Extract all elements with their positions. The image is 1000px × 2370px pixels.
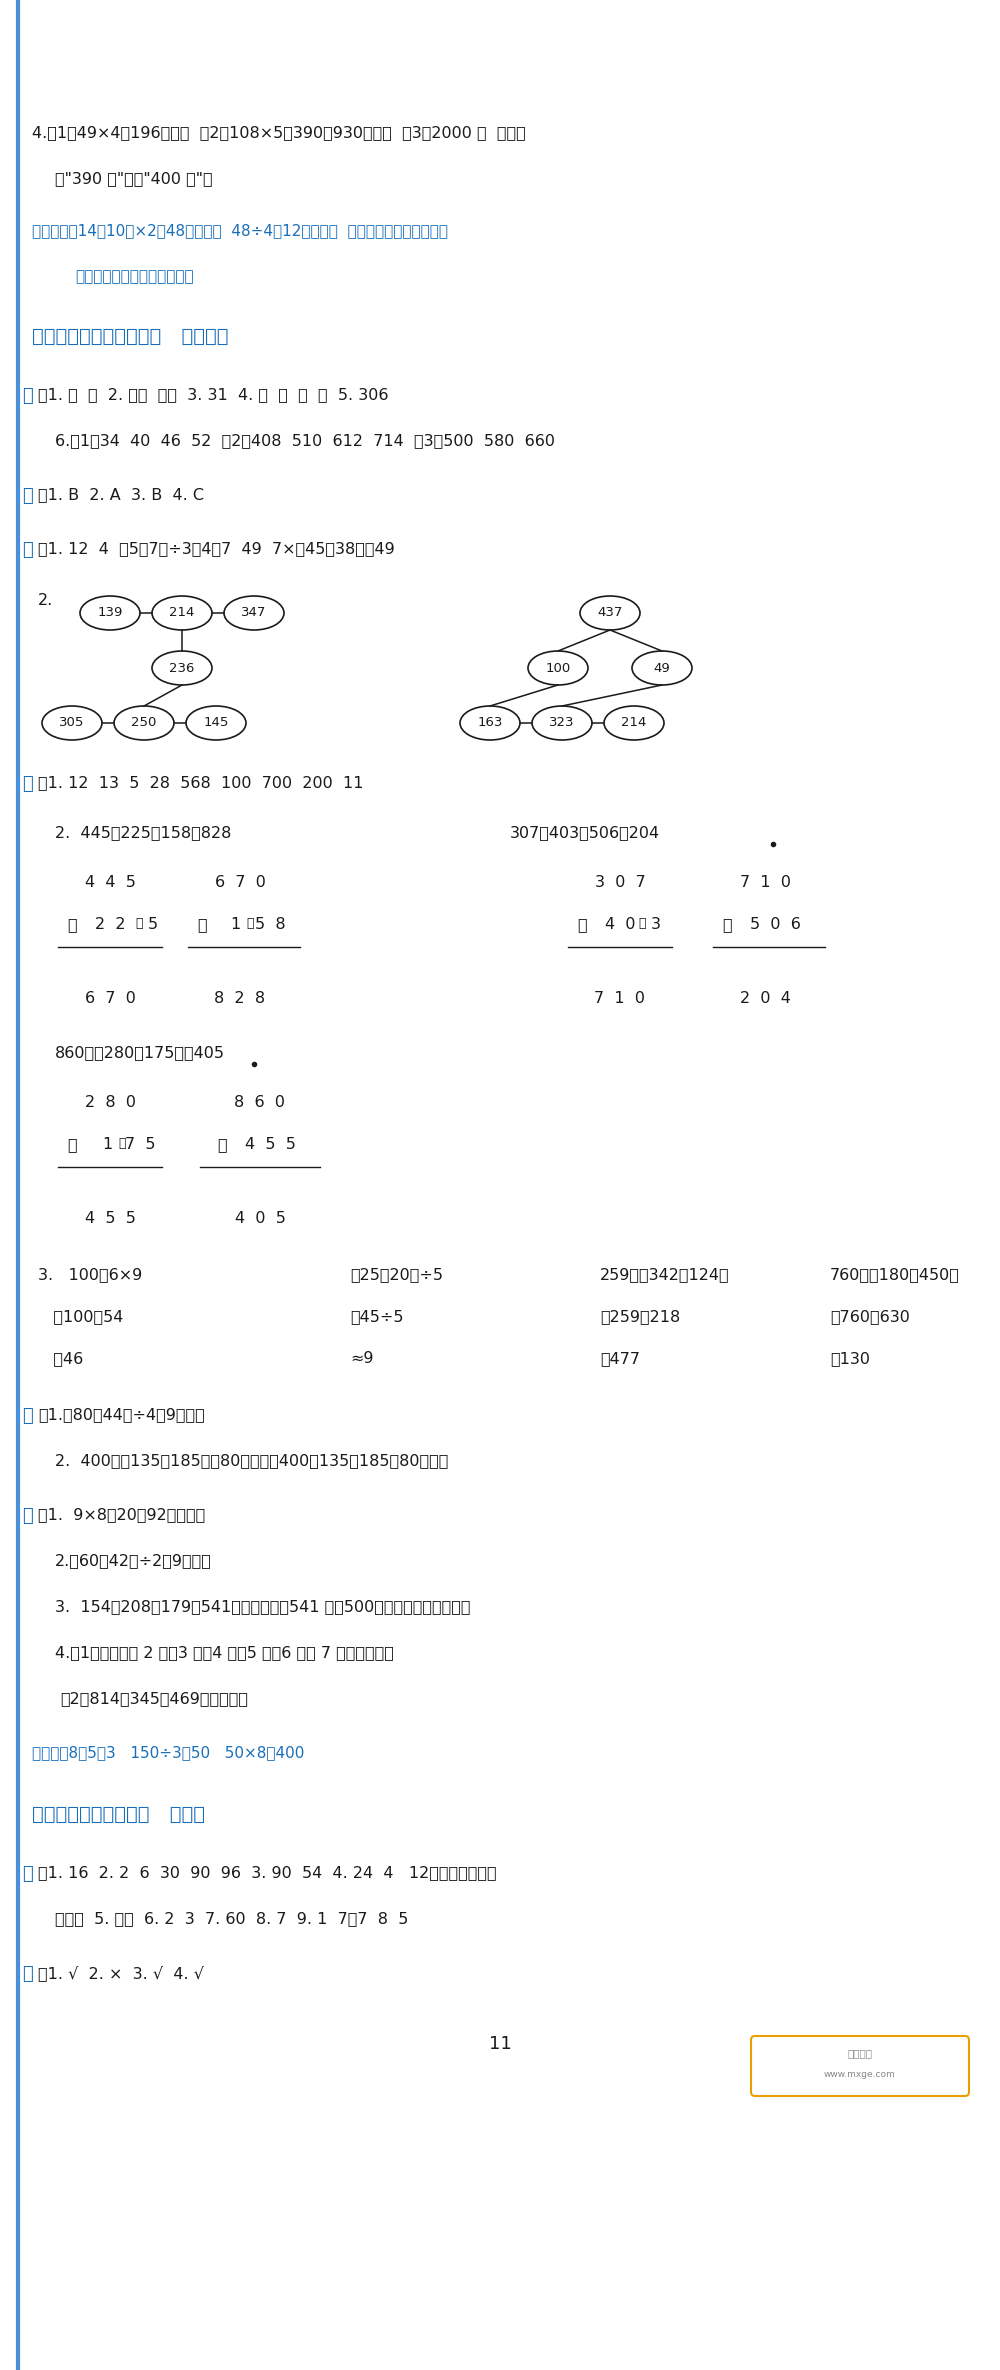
Text: 2.  400－（135＋185）＝80（元）或400－135－185＝80（元）: 2. 400－（135＋185）＝80（元）或400－135－185＝80（元） — [55, 1453, 448, 1467]
Text: ，: ， — [135, 917, 143, 929]
Text: 、1. 除  减  2. 不同  相同  3. 31  4. ＞  ＜  ＝  ＝  5. 306: 、1. 除 减 2. 不同 相同 3. 31 4. ＞ ＜ ＝ ＝ 5. 306 — [38, 386, 388, 403]
Text: 3  0  7: 3 0 7 — [595, 875, 645, 891]
Text: 139: 139 — [97, 607, 123, 619]
Text: 3.  154＋208＋179＝541（人），因为541 大于500，所以不能同时坐下。: 3. 154＋208＋179＝541（人），因为541 大于500，所以不能同时… — [55, 1600, 471, 1614]
Text: 五: 五 — [22, 1408, 33, 1424]
Text: 4.（1）49×4＝196（元）  （2）108×5＋390＝930（元）  （3）2000 元  提示：: 4.（1）49×4＝196（元） （2）108×5＋390＝930（元） （3）… — [32, 126, 526, 140]
Text: 214: 214 — [169, 607, 195, 619]
Text: 5  0  6: 5 0 6 — [750, 917, 800, 931]
Text: 三: 三 — [22, 540, 33, 559]
Text: ＝100－54: ＝100－54 — [38, 1308, 123, 1325]
Text: ＋: ＋ — [577, 917, 587, 931]
Text: 附加题：（14＋10）×2＝48（厘米）  48÷4＝12（厘米）  提示：由题意可知，长方: 附加题：（14＋10）×2＝48（厘米） 48÷4＝12（厘米） 提示：由题意可… — [32, 223, 448, 237]
Text: 3: 3 — [651, 917, 661, 931]
Text: www.mxge.com: www.mxge.com — [824, 2069, 896, 2078]
Text: 6.（1）34  40  46  52  （2）408  510  612  714  （3）500  580  660: 6.（1）34 40 46 52 （2）408 510 612 714 （3）5… — [55, 434, 555, 448]
Text: 形的周长等于正方形的周长。: 形的周长等于正方形的周长。 — [75, 270, 194, 284]
Text: ，: ， — [246, 917, 254, 929]
Text: 323: 323 — [549, 716, 575, 730]
Text: 760－（180＋450）: 760－（180＋450） — [830, 1268, 960, 1282]
Text: 2  2: 2 2 — [95, 917, 125, 931]
Text: 7  1  0: 7 1 0 — [740, 875, 790, 891]
Text: ≈9: ≈9 — [350, 1351, 374, 1365]
Text: 7  1  0: 7 1 0 — [594, 991, 646, 1005]
Text: 250: 250 — [131, 716, 157, 730]
Text: ，: ， — [638, 917, 646, 929]
Text: 4  4  5: 4 4 5 — [85, 875, 135, 891]
Text: 、1. √  2. ×  3. √  4. √: 、1. √ 2. × 3. √ 4. √ — [38, 1965, 204, 1981]
Text: （25＋20）÷5: （25＋20）÷5 — [350, 1268, 443, 1282]
Text: 860－（280＋175）＝405: 860－（280＋175）＝405 — [55, 1045, 225, 1059]
Text: 4  0: 4 0 — [605, 917, 635, 931]
FancyBboxPatch shape — [751, 2036, 969, 2095]
Text: ＋: ＋ — [197, 917, 207, 931]
Text: 5  8: 5 8 — [255, 917, 285, 931]
Text: 49: 49 — [654, 661, 670, 675]
Text: 六: 六 — [22, 1507, 33, 1524]
Text: 8  6  0: 8 6 0 — [234, 1095, 286, 1109]
Text: 答案来源: 答案来源 — [848, 2048, 872, 2057]
Text: 四: 四 — [22, 775, 33, 794]
Text: 、1.（80－44）÷4＝9（元）: 、1.（80－44）÷4＝9（元） — [38, 1408, 205, 1422]
Text: 、1. 12  13  5  28  568  100  700  200  11: 、1. 12 13 5 28 568 100 700 200 11 — [38, 775, 364, 789]
Text: 1: 1 — [102, 1138, 112, 1152]
Text: 把"390 元"看作"400 元"。: 把"390 元"看作"400 元"。 — [55, 171, 213, 185]
Text: 、1. 16  2. 2  6  30  90  96  3. 90  54  4. 24  4   12（后两空答案不: 、1. 16 2. 2 6 30 90 96 3. 90 54 4. 24 4 … — [38, 1865, 497, 1879]
Text: 347: 347 — [241, 607, 267, 619]
Text: 唯一）  5. 劳劳  6. 2  3  7. 60  8. 7  9. 1  7；7  8  5: 唯一） 5. 劳劳 6. 2 3 7. 60 8. 7 9. 1 7；7 8 5 — [55, 1910, 408, 1927]
Text: 259＋（342－124）: 259＋（342－124） — [600, 1268, 730, 1282]
Text: 附加题：8－5＝3   150÷3＝50   50×8＝400: 附加题：8－5＝3 150÷3＝50 50×8＝400 — [32, 1744, 304, 1761]
Text: ，: ， — [118, 1138, 126, 1149]
Text: 一: 一 — [22, 1865, 33, 1884]
Text: ＝45÷5: ＝45÷5 — [350, 1308, 404, 1325]
Text: 145: 145 — [203, 716, 229, 730]
Text: ＝477: ＝477 — [600, 1351, 640, 1365]
Text: ＝130: ＝130 — [830, 1351, 870, 1365]
Text: 、1.  9×8＋20＝92（千克）: 、1. 9×8＋20＝92（千克） — [38, 1507, 205, 1522]
Text: 214: 214 — [621, 716, 647, 730]
Text: 11: 11 — [489, 2036, 511, 2052]
Text: 4  5  5: 4 5 5 — [85, 1211, 135, 1225]
Text: 、1. 12  4  （5＋7）÷3＝4；7  49  7×（45－38）＝49: 、1. 12 4 （5＋7）÷3＝4；7 49 7×（45－38）＝49 — [38, 540, 395, 557]
Text: 2.（60－42）÷2＝9（米）: 2.（60－42）÷2＝9（米） — [55, 1552, 212, 1569]
Text: 4.（1）可以知道 2 月，3 月，4 月，5 月，6 月和 7 月的用电量。: 4.（1）可以知道 2 月，3 月，4 月，5 月，6 月和 7 月的用电量。 — [55, 1645, 394, 1659]
Text: －: － — [217, 1138, 227, 1152]
Text: 专项测评卷一（混合运算   加与减）: 专项测评卷一（混合运算 加与减） — [32, 327, 228, 346]
Text: 2  8  0: 2 8 0 — [85, 1095, 136, 1109]
Text: ＝760－630: ＝760－630 — [830, 1308, 910, 1325]
Text: 437: 437 — [597, 607, 623, 619]
Text: 6  7  0: 6 7 0 — [215, 875, 265, 891]
Text: －: － — [722, 917, 732, 931]
Text: 2.: 2. — [38, 592, 53, 609]
Text: 二: 二 — [22, 1965, 33, 1984]
Text: 305: 305 — [59, 716, 85, 730]
Text: 307＋403－506＝204: 307＋403－506＝204 — [510, 825, 660, 839]
Text: 1: 1 — [230, 917, 240, 931]
Text: 6  7  0: 6 7 0 — [85, 991, 135, 1005]
Text: ＝46: ＝46 — [38, 1351, 83, 1365]
Text: 一: 一 — [22, 386, 33, 405]
Text: 8  2  8: 8 2 8 — [214, 991, 266, 1005]
Text: 4  5  5: 4 5 5 — [245, 1138, 295, 1152]
Text: 4  0  5: 4 0 5 — [235, 1211, 285, 1225]
Text: 、1. B  2. A  3. B  4. C: 、1. B 2. A 3. B 4. C — [38, 486, 204, 502]
Text: （2）814－345＝469（千瓦时）: （2）814－345＝469（千瓦时） — [60, 1692, 248, 1706]
Text: 163: 163 — [477, 716, 503, 730]
Text: 236: 236 — [169, 661, 195, 675]
Text: 100: 100 — [545, 661, 571, 675]
Text: 2  0  4: 2 0 4 — [740, 991, 790, 1005]
Text: ＋: ＋ — [67, 1138, 77, 1152]
Text: 2.  445＋225＋158＝828: 2. 445＋225＋158＝828 — [55, 825, 231, 839]
Text: 二: 二 — [22, 486, 33, 505]
Text: 7  5: 7 5 — [125, 1138, 155, 1152]
Text: 专项测评卷二（乘与除   乘法）: 专项测评卷二（乘与除 乘法） — [32, 1806, 205, 1825]
Text: 5: 5 — [148, 917, 158, 931]
Text: ＝259＋218: ＝259＋218 — [600, 1308, 680, 1325]
Text: ＋: ＋ — [67, 917, 77, 931]
Text: 3.   100－6×9: 3. 100－6×9 — [38, 1268, 142, 1282]
